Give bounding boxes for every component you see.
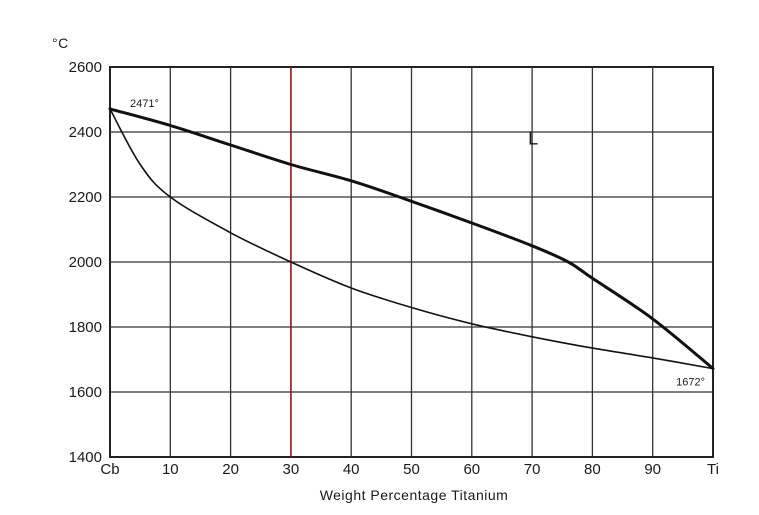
x-tick-label: Cb	[100, 461, 119, 478]
annotation-cb-melting-point: 2471°	[130, 98, 159, 110]
y-tick-label: 2200	[69, 189, 102, 206]
x-tick-label: 40	[343, 461, 360, 478]
x-tick-label: 80	[584, 461, 601, 478]
x-tick-label: 30	[283, 461, 300, 478]
liquidus-curve	[108, 107, 715, 371]
y-tick-label: 2600	[69, 59, 102, 76]
y-tick-label: 1600	[69, 384, 102, 401]
x-tick-label: 50	[403, 461, 420, 478]
y-tick-label: 1800	[69, 319, 102, 336]
liquid-region-label: L	[528, 129, 538, 149]
x-axis-label: Weight Percentage Titanium	[320, 487, 509, 503]
y-tick-label: 2400	[69, 124, 102, 141]
annotation-ti-melting-point: 1672°	[676, 377, 705, 389]
x-tick-label: 60	[463, 461, 480, 478]
y-tick-label: 1400	[69, 449, 102, 466]
y-tick-label: 2000	[69, 254, 102, 271]
x-tick-label: 70	[524, 461, 541, 478]
x-tick-label: 90	[644, 461, 661, 478]
x-tick-label: Ti	[707, 461, 719, 478]
tick-labels: 1400 1600 1800 2000 2200 2400 2600 Cb 10 20 30 40 50…	[69, 59, 719, 478]
y-axis-label: °C	[52, 35, 69, 51]
x-tick-label: 20	[222, 461, 239, 478]
series-layer	[108, 107, 715, 371]
x-tick-label: 10	[162, 461, 179, 478]
solidus-curve	[109, 108, 714, 370]
grid	[109, 66, 714, 458]
